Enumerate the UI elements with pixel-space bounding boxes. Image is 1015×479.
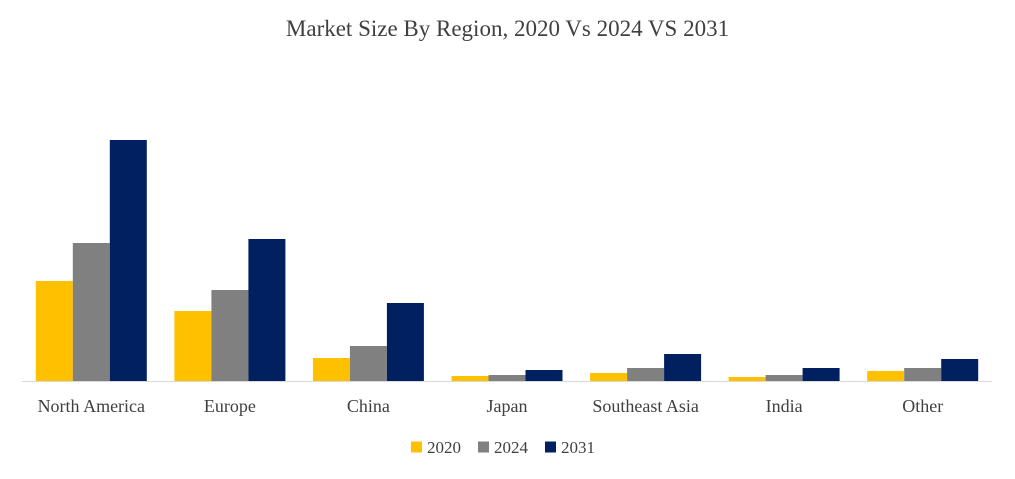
legend-item-2024: 2024: [478, 438, 529, 457]
bar-europe-2024: [211, 290, 249, 381]
chart-title: Market Size By Region, 2020 Vs 2024 VS 2…: [285, 16, 730, 41]
legend-label-2020: 2020: [427, 438, 461, 457]
legend-swatch-2020: [411, 441, 422, 453]
x-tick-europe: Europe: [204, 396, 256, 416]
bar-india-2031: [802, 368, 840, 381]
bar-other-2031: [941, 359, 979, 381]
legend-item-2020: 2020: [411, 438, 461, 457]
bar-southeast-asia-2020: [590, 373, 628, 381]
bar-china-2020: [312, 358, 350, 381]
legend-label-2024: 2024: [494, 438, 529, 457]
legend-swatch-2024: [478, 441, 489, 453]
x-tick-japan: Japan: [487, 396, 528, 416]
bar-india-2020: [728, 377, 766, 381]
bar-japan-2031: [525, 370, 563, 381]
x-tick-north-america: North America: [38, 396, 145, 416]
legend: 2020 2024 2031: [411, 438, 595, 457]
bar-china-2024: [349, 346, 387, 381]
bar-southeast-asia-2024: [627, 368, 665, 381]
bar-japan-2020: [451, 376, 489, 381]
bar-southeast-asia-2031: [664, 354, 702, 381]
legend-item-2031: 2031: [545, 438, 595, 457]
x-tick-southeast-asia: Southeast Asia: [592, 396, 699, 416]
bar-japan-2024: [488, 375, 526, 381]
legend-label-2031: 2031: [561, 438, 595, 457]
bar-other-2020: [867, 371, 905, 381]
bar-north-america-2024: [72, 243, 110, 381]
bar-north-america-2020: [35, 281, 73, 381]
x-tick-other: Other: [902, 396, 943, 416]
bar-europe-2020: [174, 311, 212, 381]
bar-north-america-2031: [109, 140, 147, 381]
bar-europe-2031: [248, 239, 286, 381]
bars-group: [35, 140, 979, 381]
x-tick-india: India: [766, 396, 803, 416]
x-tick-china: China: [347, 396, 390, 416]
bar-other-2024: [904, 368, 942, 381]
bar-india-2024: [765, 375, 803, 381]
bar-china-2031: [386, 303, 424, 381]
x-tick-labels: North America Europe China Japan Southeast A…: [38, 396, 944, 416]
legend-swatch-2031: [545, 441, 556, 453]
